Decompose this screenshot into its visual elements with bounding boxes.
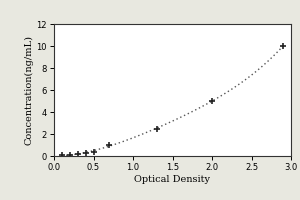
X-axis label: Optical Density: Optical Density	[134, 175, 211, 184]
Y-axis label: Concentration(ng/mL): Concentration(ng/mL)	[25, 35, 34, 145]
